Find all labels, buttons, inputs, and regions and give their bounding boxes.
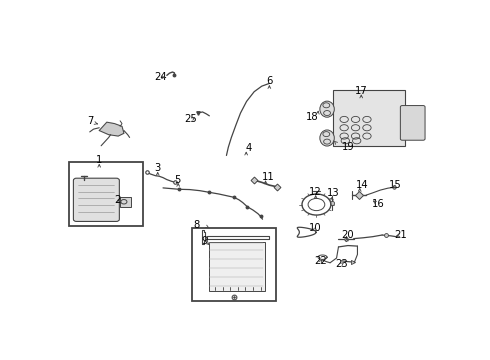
Bar	[69, 162, 143, 226]
FancyBboxPatch shape	[74, 178, 120, 221]
Polygon shape	[99, 122, 124, 136]
FancyBboxPatch shape	[120, 197, 131, 207]
Bar	[192, 228, 276, 301]
Text: 16: 16	[372, 199, 385, 209]
Bar	[333, 90, 405, 146]
Text: 5: 5	[174, 175, 181, 185]
Text: 10: 10	[309, 223, 321, 233]
Text: 25: 25	[185, 114, 197, 124]
Text: 17: 17	[355, 86, 368, 96]
Text: 22: 22	[314, 256, 327, 266]
Text: 23: 23	[335, 258, 348, 269]
Text: 1: 1	[96, 155, 102, 165]
Text: 20: 20	[342, 230, 354, 240]
Text: 19: 19	[342, 142, 354, 152]
Text: 6: 6	[266, 76, 272, 86]
Text: 15: 15	[389, 180, 402, 190]
Text: 14: 14	[356, 180, 368, 190]
Ellipse shape	[320, 101, 334, 117]
Text: 2: 2	[114, 195, 121, 205]
Text: 13: 13	[326, 188, 339, 198]
Text: 8: 8	[194, 220, 199, 230]
Text: 18: 18	[306, 112, 319, 122]
Text: 7: 7	[87, 116, 93, 126]
Ellipse shape	[320, 130, 334, 146]
Text: 24: 24	[154, 72, 167, 82]
Bar	[209, 242, 265, 291]
Text: 9: 9	[201, 237, 208, 246]
FancyBboxPatch shape	[400, 105, 425, 140]
Text: 21: 21	[394, 230, 407, 240]
Text: 11: 11	[262, 172, 274, 182]
Text: 4: 4	[245, 143, 251, 153]
Text: 12: 12	[309, 187, 322, 197]
Text: 3: 3	[154, 163, 161, 174]
